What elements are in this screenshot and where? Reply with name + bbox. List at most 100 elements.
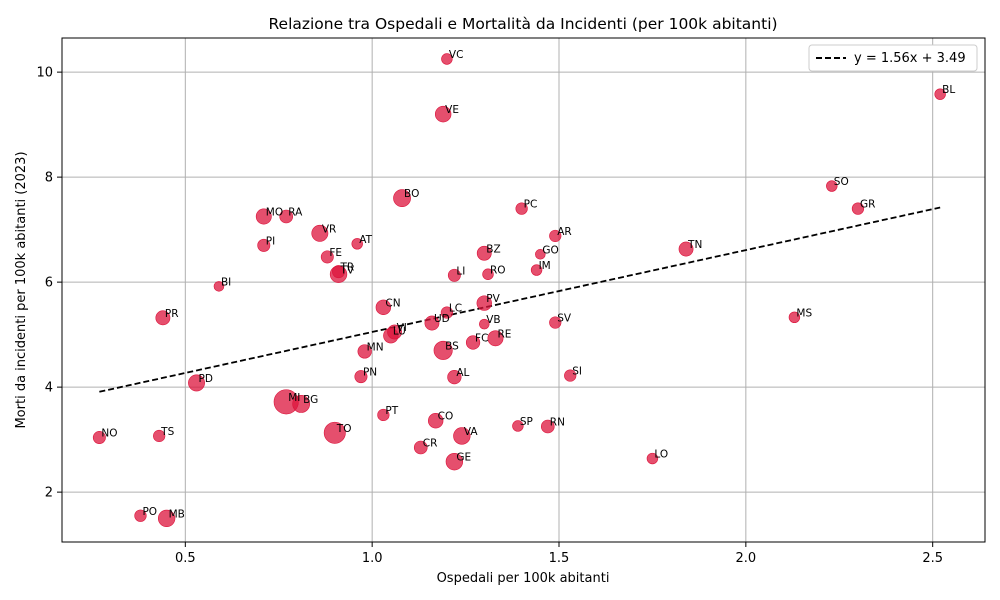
point-label: FC	[475, 333, 488, 345]
data-point-cn	[375, 299, 392, 316]
data-point-li	[447, 268, 461, 282]
data-point-ud	[424, 315, 440, 331]
data-point-si	[564, 369, 577, 382]
data-point-pd	[188, 374, 205, 392]
chart-title: Relazione tra Ospedali e Mortalità da In…	[268, 15, 777, 33]
data-point-po	[134, 509, 147, 522]
data-points	[92, 53, 946, 528]
point-label: AT	[359, 234, 372, 246]
data-point-pv	[476, 295, 492, 311]
data-point-ge	[445, 453, 464, 471]
point-label: TR	[340, 262, 355, 274]
point-label: PN	[363, 367, 377, 379]
data-point-ms	[788, 311, 801, 323]
point-label: FE	[329, 247, 342, 259]
point-label: CN	[385, 297, 400, 309]
point-label: PD	[199, 373, 213, 385]
data-point-tn	[678, 241, 694, 257]
point-label: TN	[687, 239, 702, 251]
point-label: SI	[572, 366, 582, 378]
data-point-pc	[515, 202, 528, 215]
data-point-vb	[479, 318, 490, 330]
point-label: MB	[169, 508, 185, 520]
y-axis-label: Morti da incidenti per 100k abitanti (20…	[14, 151, 29, 428]
x-tick-label: 2.5	[922, 551, 943, 566]
data-point-lo	[646, 452, 659, 465]
point-label: GE	[456, 452, 471, 464]
point-label: VE	[445, 104, 459, 116]
data-point-bl	[934, 88, 946, 100]
data-point-bs	[433, 340, 453, 360]
point-label: BL	[942, 84, 955, 96]
axis-ticks: 0.5 1.0 1.5 2.0 2.5 2 4 6 8 10	[36, 66, 943, 566]
point-label: GO	[542, 244, 558, 256]
trendline-path	[99, 206, 941, 393]
point-label: RN	[550, 417, 565, 429]
grid-lines	[62, 38, 985, 542]
x-tick-label: 2.0	[735, 551, 756, 566]
plot-frame	[61, 37, 986, 543]
data-point-tr	[332, 265, 345, 279]
point-label: AL	[456, 367, 469, 379]
y-tick-label: 4	[45, 381, 53, 396]
point-label: RA	[288, 207, 303, 219]
point-label: PT	[385, 405, 398, 417]
point-label: GR	[860, 199, 875, 211]
legend: y = 1.56x + 3.49	[808, 44, 978, 72]
point-label: BO	[404, 188, 419, 200]
point-label: NO	[101, 428, 117, 440]
point-label: RO	[490, 264, 506, 276]
point-label: MI	[288, 392, 300, 404]
legend-box	[808, 44, 978, 72]
point-label: BI	[221, 276, 231, 288]
point-label: SO	[834, 176, 849, 188]
point-label: MN	[367, 341, 384, 353]
data-point-pt	[377, 408, 390, 422]
data-point-im	[530, 264, 543, 276]
data-point-rn	[540, 419, 555, 434]
data-point-va	[453, 427, 471, 445]
data-point-vc	[441, 53, 453, 65]
y-tick-label: 2	[45, 486, 53, 501]
data-point-so	[826, 180, 838, 192]
point-label: AR	[557, 226, 571, 238]
point-label: PO	[142, 506, 157, 518]
data-point-ro	[482, 268, 494, 280]
data-point-bg	[292, 395, 311, 413]
data-point-cr	[413, 440, 428, 455]
data-point-bz	[476, 245, 492, 261]
data-point-ts	[153, 429, 166, 443]
point-label: TO	[336, 423, 352, 435]
point-label: BZ	[486, 243, 500, 255]
point-label: VR	[322, 223, 336, 235]
point-label: LO	[654, 449, 668, 461]
point-label: UD	[434, 313, 450, 325]
data-point-pr	[155, 310, 171, 326]
data-point-al	[447, 370, 462, 385]
data-point-ra	[279, 209, 294, 224]
data-point-at	[351, 238, 363, 250]
point-label: LI	[456, 265, 465, 277]
point-label: LU	[393, 326, 406, 338]
x-tick-label: 1.0	[362, 551, 383, 566]
data-point-no	[92, 431, 106, 444]
legend-label: y = 1.56x + 3.49	[854, 51, 966, 66]
data-point-fe	[320, 250, 334, 264]
data-point-fc	[465, 335, 481, 350]
data-point-co	[428, 413, 444, 429]
x-axis-label: Ospedali per 100k abitanti	[437, 571, 610, 586]
point-label: PV	[486, 293, 500, 305]
point-label: LC	[449, 303, 462, 315]
y-tick-label: 8	[45, 171, 53, 186]
data-point-to	[323, 421, 346, 444]
x-tick-label: 1.5	[549, 551, 570, 566]
point-labels: VC VE BL BO SO GR PC MO RA VR AR AT PI TN BZ GO FE IM TRTV…	[101, 49, 955, 520]
point-label: PC	[524, 199, 538, 211]
data-point-vi	[387, 324, 402, 340]
data-point-ve	[434, 105, 452, 123]
trendline	[99, 206, 941, 393]
point-label: MO	[266, 207, 283, 219]
data-point-pn	[354, 370, 368, 384]
data-point-go	[535, 249, 546, 260]
